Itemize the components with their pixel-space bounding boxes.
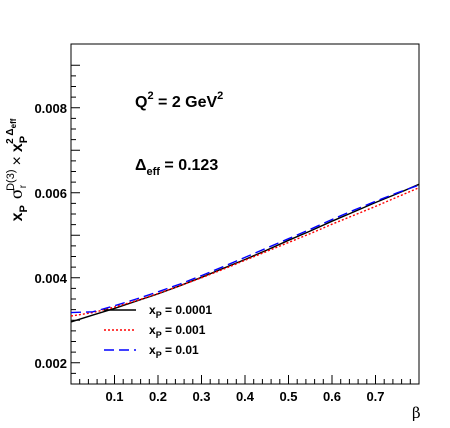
plot-frame [70, 43, 420, 385]
y-axis-title: xPσrD(3)×xP2 Δeff [5, 118, 30, 221]
y-axis-ticks: 0.002 0.004 0.006 0.008 [34, 64, 80, 374]
annotation-delta-eff: Δeff = 0.123 [135, 157, 218, 178]
x-tick-label: 0.1 [105, 389, 123, 404]
legend-label-1: xP = 0.001 [149, 323, 206, 340]
series-line-0 [70, 183, 420, 323]
x-tick-label: 0.7 [366, 389, 384, 404]
y-tick-label: 0.004 [34, 271, 67, 286]
legend-label-2: xP = 0.01 [149, 343, 199, 360]
x-axis-ticks: 0.1 0.2 0.3 0.4 0.5 0.6 0.7 [79, 375, 411, 404]
y-tick-label: 0.006 [34, 186, 67, 201]
y-tick-label: 0.008 [34, 101, 67, 116]
x-tick-label: 0.4 [236, 389, 255, 404]
x-tick-label: 0.3 [192, 389, 210, 404]
series-lines [70, 183, 420, 323]
x-tick-label: 0.2 [149, 389, 167, 404]
y-tick-label: 0.002 [34, 356, 67, 371]
series-line-2 [70, 184, 420, 314]
x-tick-label: 0.6 [323, 389, 341, 404]
annotation-q2: Q2 = 2 GeV2 [135, 90, 223, 111]
x-tick-label: 0.5 [279, 389, 297, 404]
legend-label-0: xP = 0.0001 [149, 303, 212, 320]
legend: xP = 0.0001 xP = 0.001 xP = 0.01 [104, 303, 212, 360]
x-axis-title: β [412, 404, 421, 422]
series-line-1 [70, 187, 420, 317]
